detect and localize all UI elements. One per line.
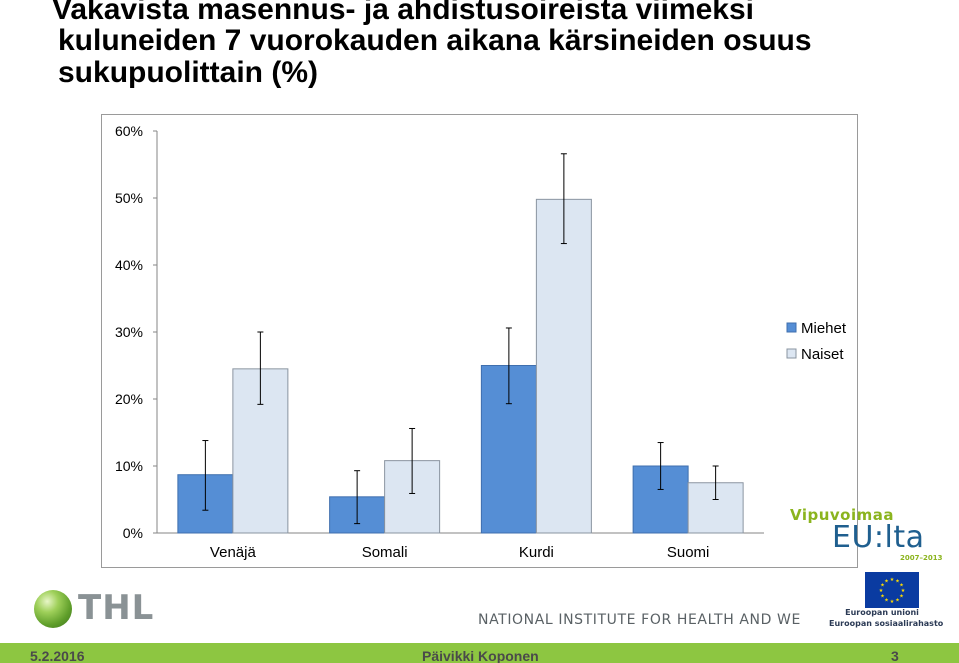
eu-star-icon: ★ — [879, 588, 884, 594]
eu-star-icon: ★ — [880, 594, 885, 600]
eu-lta-text: EU:lta — [832, 520, 925, 555]
title-line-2: kuluneiden 7 vuorokauden aikana kärsinei… — [58, 24, 812, 57]
thl-wordmark: THL — [78, 588, 155, 628]
chart-frame: 0% 10% 20% 30% 40% 50% 60% Venäjä Somali Kurdi Suo… — [101, 114, 858, 568]
title-line-1: Vakavista masennus- ja ahdistusoireista … — [52, 0, 755, 26]
eu-union-label: Euroopan unioni — [845, 608, 919, 617]
eu-star-icon: ★ — [890, 577, 895, 583]
eu-star-icon: ★ — [890, 599, 895, 605]
eu-fund-label: Euroopan sosiaalirahasto — [829, 619, 944, 628]
bar-chart: 0% 10% 20% 30% 40% 50% 60% Venäjä Somali Kurdi Suo… — [115, 123, 847, 561]
legend-swatch-naiset — [786, 348, 797, 359]
vipuvoimaa-eu-logo: Vipuvoimaa EU:lta 2007–2013 — [790, 506, 950, 566]
eu-star-icon: ★ — [895, 578, 900, 584]
eu-star-icon: ★ — [895, 598, 900, 604]
title-line-3: sukupuolittain (%) — [58, 56, 318, 89]
x-category-label: Somali — [362, 544, 408, 561]
y-tick-label: 60% — [115, 123, 143, 139]
eu-star-icon: ★ — [899, 583, 904, 589]
footer-author: Päivikki Koponen — [422, 648, 539, 663]
eu-star-icon: ★ — [901, 588, 906, 594]
thl-globe-icon — [34, 590, 72, 628]
y-tick-label: 50% — [115, 190, 143, 206]
y-tick-label: 20% — [115, 391, 143, 407]
eu-star-icon: ★ — [880, 583, 885, 589]
bar-naiset-kurdi — [535, 198, 592, 534]
vipuvoimaa-text: Vipuvoimaa — [790, 506, 895, 524]
eu-star-icon: ★ — [884, 598, 889, 604]
thl-logo: THL — [34, 588, 164, 630]
eu-star-icon: ★ — [899, 594, 904, 600]
y-tick-label: 40% — [115, 257, 143, 273]
institute-name: NATIONAL INSTITUTE FOR HEALTH AND WELFAR… — [478, 612, 800, 628]
y-tick-label: 0% — [123, 525, 143, 541]
x-category-label: Venäjä — [210, 544, 257, 561]
eu-flag-icon: ★★★★★★★★★ ★ ★★ — [865, 572, 919, 608]
legend-label-miehet: Miehet — [801, 320, 847, 337]
footer-page-number: 3 — [891, 648, 899, 663]
footer-bar: 5.2.2016 Päivikki Koponen 3 — [0, 643, 959, 663]
legend-swatch-miehet — [786, 322, 797, 333]
eu-social-fund-logo: ★ ★ ★ ★ ★ ★ ★ ★ ★ ★ ★ ★ Euroopan unioni Euroopan so… — [799, 570, 944, 640]
x-category-label: Suomi — [667, 544, 710, 561]
vipuvoimaa-years: 2007–2013 — [900, 554, 943, 562]
eu-star-icon: ★ — [884, 578, 889, 584]
y-tick-label: 30% — [115, 324, 143, 340]
x-category-label: Kurdi — [519, 544, 554, 561]
footer-date: 5.2.2016 — [30, 648, 85, 663]
y-tick-label: 10% — [115, 458, 143, 474]
legend-label-naiset: Naiset — [801, 346, 844, 363]
